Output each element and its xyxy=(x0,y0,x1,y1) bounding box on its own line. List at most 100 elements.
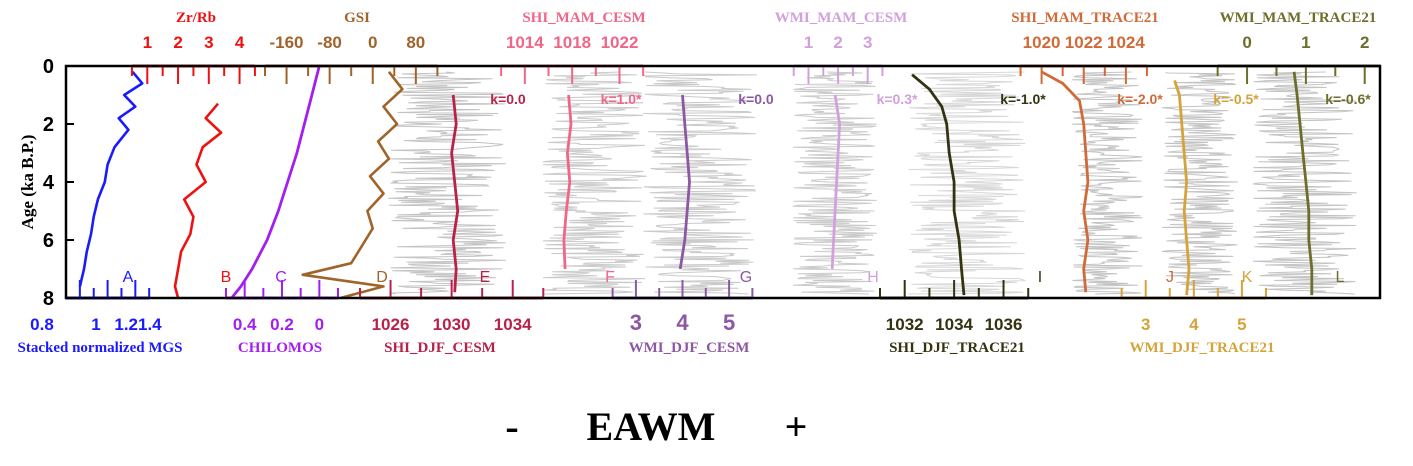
series-line-E xyxy=(450,94,460,293)
panel-C: 0.4 0.2 0 CHILOMOS C xyxy=(225,65,339,356)
tick-label-B: 4 xyxy=(235,33,245,52)
panel-J: 1020 1022 1024 SHI_MAM_TRACE21 Jk=-2.0* xyxy=(1011,10,1174,293)
series-line-J xyxy=(1040,70,1090,293)
axis-title-I: SHI_DJF_TRACE21 xyxy=(889,340,1025,356)
tick-label-D: -160 xyxy=(269,33,303,52)
k-label-K: k=-0.5* xyxy=(1213,91,1259,107)
tick-label-A: 1.21.4 xyxy=(114,315,162,334)
axis-title-A: Stacked normalized MGS xyxy=(18,340,183,356)
y-axis-title: Age (ka B.P.) xyxy=(18,135,37,230)
tick-label-F: 1018 xyxy=(553,33,591,52)
tick-label-J: 1020 xyxy=(1023,33,1061,52)
tick-label-C: 0 xyxy=(315,315,324,334)
axis-title-L: WMI_MAM_TRACE21 xyxy=(1220,10,1377,26)
axis-title-E: SHI_DJF_CESM xyxy=(384,340,496,356)
k-label-F: k=1.0* xyxy=(601,91,642,107)
tick-label-F: 1014 xyxy=(506,33,544,52)
tick-label-E: 1026 xyxy=(372,315,410,334)
y-axis: 0 2 4 6 8 xyxy=(43,56,74,310)
tick-label-L: 0 xyxy=(1242,33,1251,52)
tick-label-K: 4 xyxy=(1189,315,1199,334)
variability-trace-F xyxy=(542,71,647,295)
series-line-I xyxy=(911,73,966,296)
panels-layer: 0.8 1 1.21.4 Stacked normalized MGS A 1 2 3 4 Zr/… xyxy=(18,10,1380,356)
tick-label-G: 5 xyxy=(723,310,735,335)
tick-label-G: 4 xyxy=(676,310,689,335)
tick-label-L: 1 xyxy=(1301,33,1310,52)
variability-trace-H xyxy=(792,71,878,295)
k-label-I: k=-1.0* xyxy=(1000,91,1046,107)
axis-title-H: WMI_MAM_CESM xyxy=(775,10,907,26)
tick-label-I: 1032 xyxy=(886,315,924,334)
tick-label-I: 1034 xyxy=(935,315,973,334)
panel-letter-B: B xyxy=(221,269,232,286)
y-axis-tick-label: 8 xyxy=(43,288,54,310)
series-line-L xyxy=(1292,71,1314,296)
tick-label-L: 2 xyxy=(1360,33,1369,52)
panel-letter-F: F xyxy=(605,269,615,286)
series-line-C xyxy=(230,65,321,299)
eawm-plus-sign: + xyxy=(785,404,808,449)
series-line-D xyxy=(301,71,404,300)
tick-label-B: 1 xyxy=(143,33,152,52)
panel-letter-A: A xyxy=(123,269,134,286)
eawm-footer: - EAWM + xyxy=(505,404,807,449)
axis-title-K: WMI_DJF_TRACE21 xyxy=(1130,340,1275,356)
tick-label-D: -80 xyxy=(317,33,342,52)
tick-label-J: 1024 xyxy=(1107,33,1145,52)
axis-title-G: WMI_DJF_CESM xyxy=(629,340,750,356)
panel-letter-I: I xyxy=(1038,269,1042,286)
tick-label-D: 0 xyxy=(368,33,377,52)
k-label-E: k=0.0 xyxy=(490,91,526,107)
y-axis-tick-label: 4 xyxy=(43,172,55,194)
variability-trace-L xyxy=(1252,71,1357,295)
panel-letter-H: H xyxy=(867,269,879,286)
panel-E: 1026 1030 1034 SHI_DJF_CESM Ek=0.0 xyxy=(359,91,545,356)
tick-label-C: 0.2 xyxy=(270,315,294,334)
panel-letter-L: L xyxy=(1336,269,1345,286)
panel-F: 1014 1018 1022 SHI_MAM_CESM Fk=1.0* xyxy=(500,10,646,286)
panel-letter-J: J xyxy=(1166,269,1174,286)
series-line-B xyxy=(173,102,223,299)
tick-label-A: 0.8 xyxy=(30,315,54,334)
tick-label-B: 3 xyxy=(204,33,213,52)
y-axis-tick-label: 2 xyxy=(43,114,54,136)
tick-label-H: 1 xyxy=(804,33,813,52)
eawm-minus-sign: - xyxy=(505,404,518,449)
tick-label-I: 1036 xyxy=(985,315,1023,334)
axis-title-C: CHILOMOS xyxy=(238,340,322,356)
axis-title-J: SHI_MAM_TRACE21 xyxy=(1011,10,1159,26)
k-label-H: k=0.3* xyxy=(877,91,918,107)
tick-label-A: 1 xyxy=(91,315,100,334)
variability-trace-E xyxy=(388,71,506,295)
tick-label-G: 3 xyxy=(630,310,642,335)
panel-A: 0.8 1 1.21.4 Stacked normalized MGS A xyxy=(18,70,183,356)
variability-trace-K xyxy=(1161,71,1238,295)
tick-label-E: 1034 xyxy=(494,315,532,334)
axis-title-B: Zr/Rb xyxy=(176,10,216,26)
k-label-G: k=0.0 xyxy=(738,91,774,107)
panel-letter-D: D xyxy=(376,269,388,286)
panel-letter-K: K xyxy=(1242,269,1253,286)
tick-label-H: 3 xyxy=(863,33,872,52)
variability-trace-G xyxy=(643,71,757,295)
tick-label-B: 2 xyxy=(173,33,182,52)
series-line-A xyxy=(78,70,144,287)
tick-label-K: 3 xyxy=(1141,315,1150,334)
y-axis-tick-label: 6 xyxy=(43,230,54,252)
tick-label-D: 80 xyxy=(406,33,425,52)
panel-letter-C: C xyxy=(275,269,287,286)
tick-label-E: 1030 xyxy=(433,315,471,334)
axis-title-F: SHI_MAM_CESM xyxy=(522,10,645,26)
panel-B: 1 2 3 4 Zr/Rb B xyxy=(130,10,256,299)
y-axis-tick-label: 0 xyxy=(43,56,54,78)
k-label-L: k=-0.6* xyxy=(1325,91,1371,107)
axis-title-D: GSI xyxy=(344,10,370,26)
background-noise-layer xyxy=(388,71,1357,295)
panel-H: 1 2 3 WMI_MAM_CESM Hk=0.3* xyxy=(775,10,918,286)
k-label-J: k=-2.0* xyxy=(1117,91,1163,107)
tick-label-J: 1022 xyxy=(1065,33,1103,52)
variability-trace-J xyxy=(1071,71,1143,295)
variability-trace-I xyxy=(908,71,1026,295)
